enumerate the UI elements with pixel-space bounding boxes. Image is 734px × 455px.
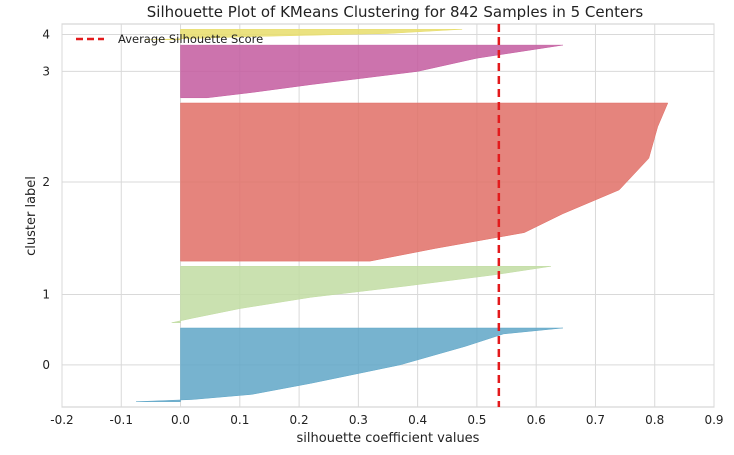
x-tick-label: -0.2	[50, 413, 73, 427]
x-tick-label: 0.8	[645, 413, 664, 427]
legend-average-label: Average Silhouette Score	[118, 32, 263, 46]
y-tick-label: 4	[42, 28, 50, 42]
x-tick-label: 0.3	[349, 413, 368, 427]
x-tick-label: 0.6	[527, 413, 546, 427]
x-tick-label: 0.5	[467, 413, 486, 427]
x-tick-label: 0.1	[230, 413, 249, 427]
x-axis-label: silhouette coefficient values	[297, 431, 480, 446]
y-tick-label: 2	[42, 175, 50, 189]
y-axis-ticks: 0 1 2 3 4	[42, 28, 50, 372]
cluster-3-silhouette	[180, 44, 563, 99]
silhouette-clusters	[136, 29, 669, 402]
y-axis-label: cluster label	[24, 176, 39, 256]
x-axis-ticks: -0.2 -0.1 0.0 0.1 0.2 0.3 0.4 0.5 0.6 0.7 0.8 0.9	[50, 413, 723, 427]
cluster-1-silhouette	[171, 266, 552, 323]
x-tick-label: -0.1	[110, 413, 133, 427]
cluster-2-silhouette	[180, 102, 669, 262]
x-tick-label: 0.9	[704, 413, 723, 427]
y-tick-label: 0	[42, 358, 50, 372]
cluster-4-silhouette	[144, 29, 463, 41]
x-tick-label: 0.0	[171, 413, 190, 427]
legend: Average Silhouette Score	[76, 32, 263, 46]
x-tick-label: 0.7	[586, 413, 605, 427]
cluster-0-silhouette	[136, 327, 563, 402]
y-tick-label: 1	[42, 288, 50, 302]
y-tick-label: 3	[42, 64, 50, 78]
chart-title: Silhouette Plot of KMeans Clustering for…	[147, 3, 644, 21]
x-tick-label: 0.4	[408, 413, 427, 427]
x-tick-label: 0.2	[290, 413, 309, 427]
